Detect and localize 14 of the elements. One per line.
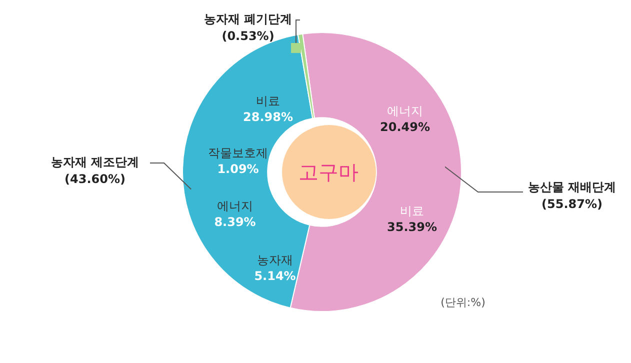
center-disc: 고구마 bbox=[282, 125, 376, 219]
slice-label: 농자재 폐기단계 bbox=[204, 12, 292, 26]
text: 비료 28.98% bbox=[243, 94, 293, 124]
text: 비료 35.39% bbox=[387, 204, 437, 234]
data-label: (0.53%) bbox=[222, 29, 274, 44]
text: 에너지 20.49% bbox=[380, 104, 430, 134]
text: 농자재 5.14% bbox=[254, 253, 296, 284]
data-label: (55.87%) bbox=[542, 197, 602, 212]
text: 작물보호제 1.09% bbox=[208, 146, 268, 176]
data-label: (43.60%) bbox=[64, 172, 126, 186]
slice-label: 농산물 재배단계 bbox=[528, 180, 616, 194]
text: (단위:%) bbox=[440, 296, 486, 309]
text: 에너지 8.39% bbox=[214, 199, 256, 230]
slice-label: 농자재 제조단계 bbox=[50, 155, 140, 170]
